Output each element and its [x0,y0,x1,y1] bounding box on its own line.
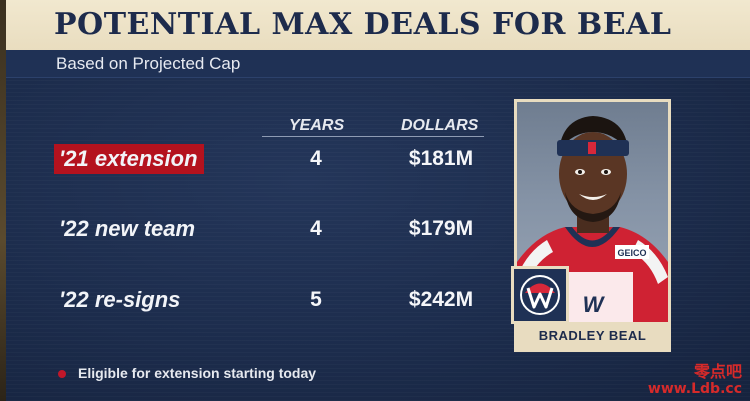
row-dollars-21-extension: $181M [408,147,474,170]
column-header-years: YEARS [289,117,345,134]
row-label-21-extension: '21 extension [54,144,204,174]
player-name: BRADLEY BEAL [538,328,647,343]
footnote-bullet-icon [58,370,66,378]
row-years-22-new-team: 4 [310,217,322,240]
watermark-line-1: 零点吧 [693,362,742,381]
row-years-22-re-signs: 5 [310,288,322,311]
page-title: POTENTIAL MAX DEALS FOR BEAL [54,7,672,42]
subtitle-band [6,50,750,78]
column-header-divider [262,136,484,137]
wizards-logo-icon [514,269,566,321]
footnote-text: Eligible for extension starting today [78,365,317,381]
row-dollars-22-re-signs: $242M [408,288,474,311]
svg-text:W: W [583,292,606,317]
row-label-22-re-signs: '22 re-signs [59,287,181,312]
page-subtitle: Based on Projected Cap [56,54,241,73]
team-logo-badge [511,266,569,324]
column-header-dollars: DOLLARS [401,117,479,134]
watermark: 零点吧 www.Ldb.cc [647,362,742,398]
row-dollars-22-new-team: $179M [408,217,474,240]
player-illustration: W GEICO [517,116,668,322]
row-years-21-extension: 4 [310,147,322,170]
left-wood-strip [0,0,6,401]
watermark-line-2: www.Ldb.cc [647,381,742,397]
jersey-sponsor-text: GEICO [617,248,646,258]
title-band [6,0,750,50]
row-label-22-new-team: '22 new team [59,216,196,241]
